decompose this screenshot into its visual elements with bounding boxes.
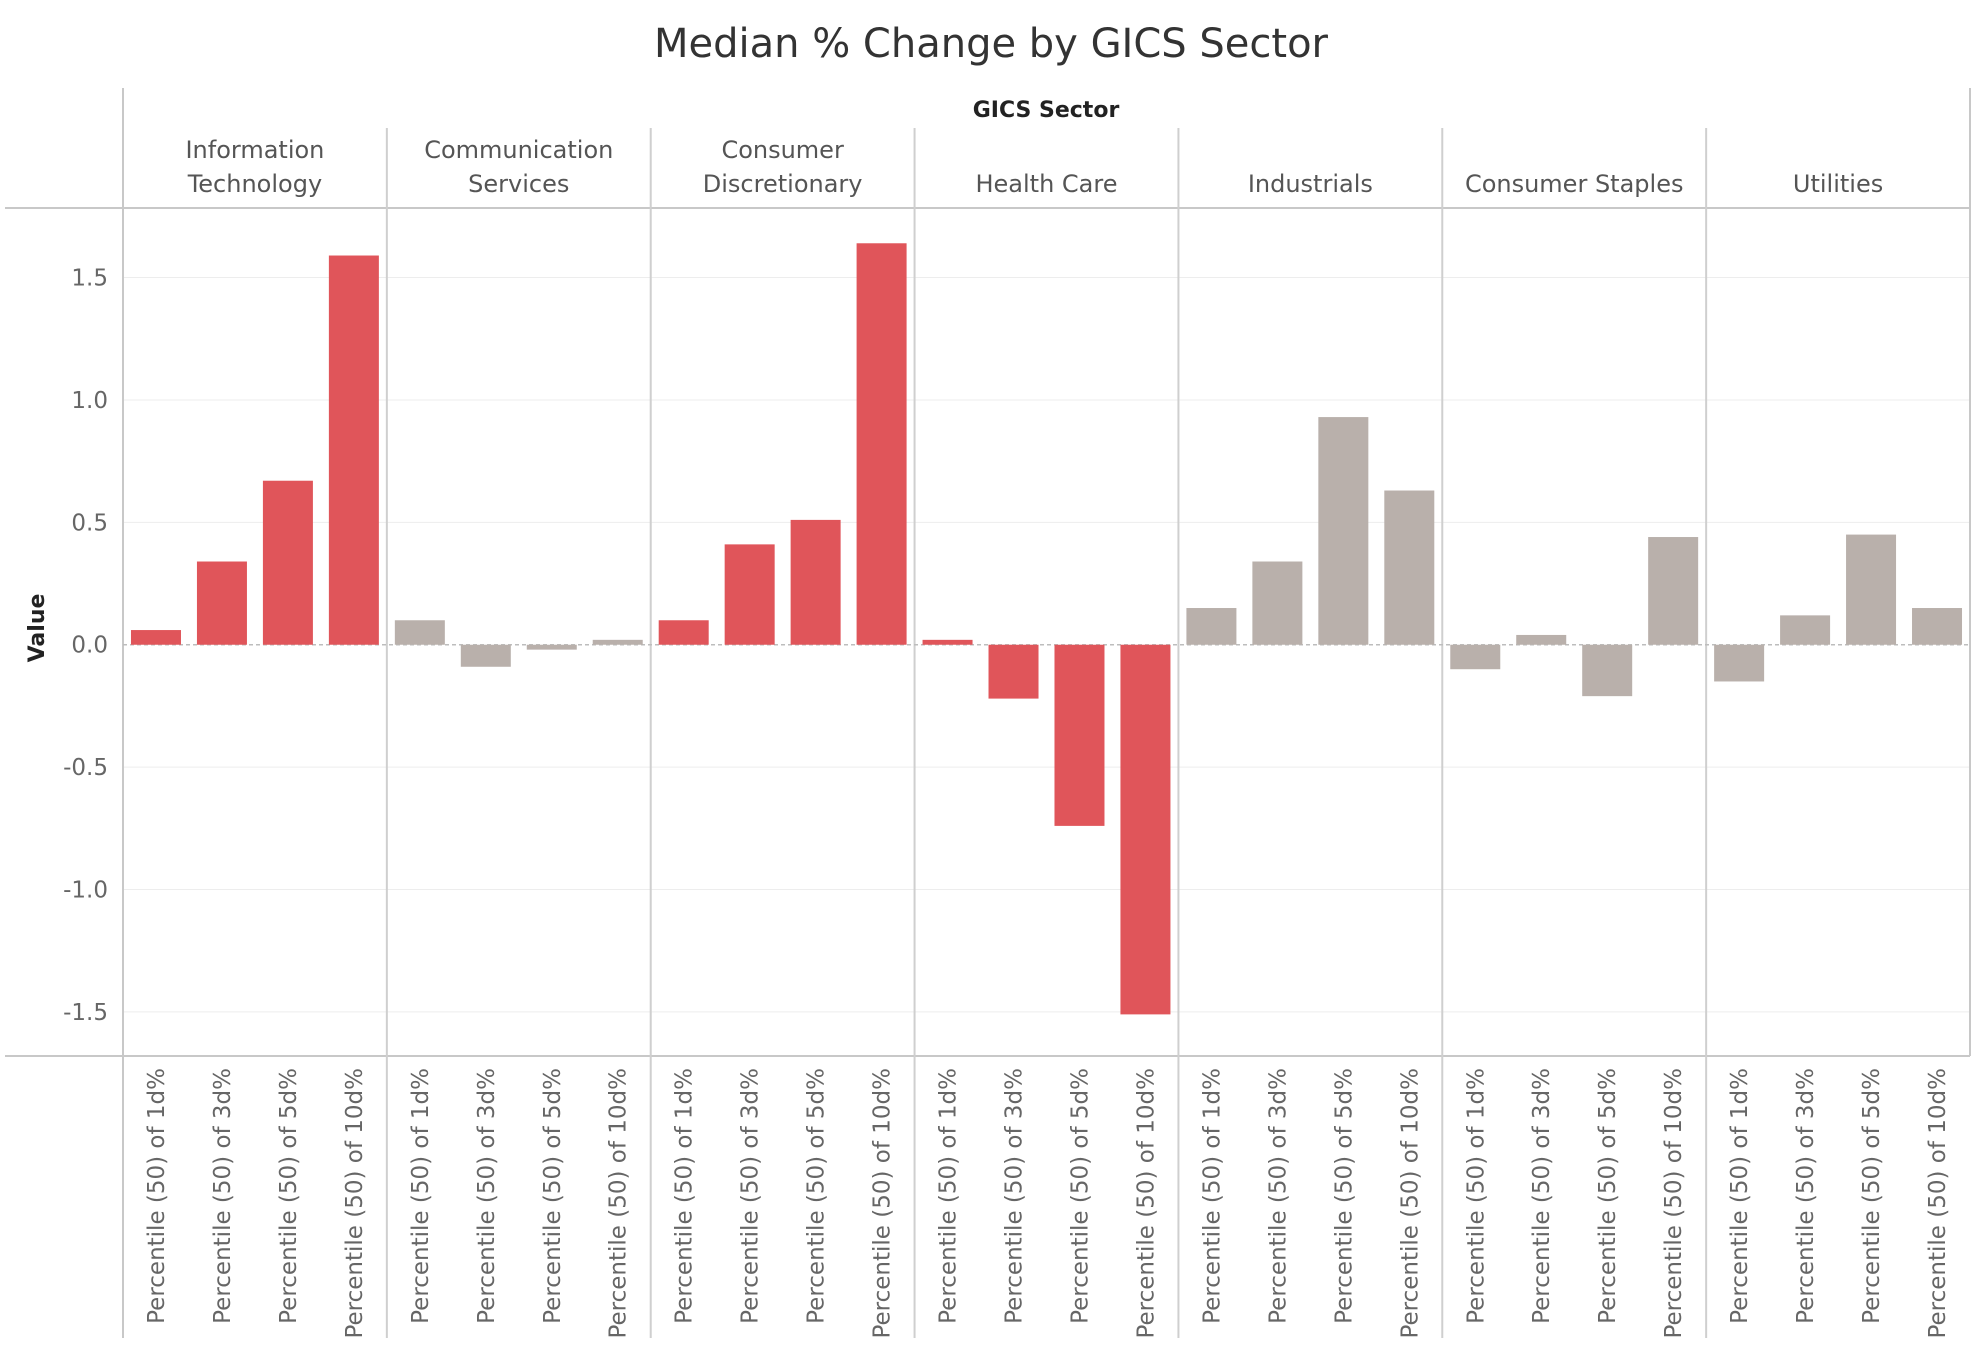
bar[interactable]: [1846, 534, 1897, 645]
category-label: Percentile (50) of 1d%: [144, 1068, 170, 1324]
category-label: Percentile (50) of 1d%: [408, 1068, 434, 1324]
sector-header-label: Technology: [187, 170, 322, 198]
bar[interactable]: [1582, 644, 1633, 697]
chart-title: Median % Change by GICS Sector: [654, 21, 1329, 67]
category-label: Percentile (50) of 1d%: [672, 1068, 698, 1324]
y-tick-label: 0.5: [71, 510, 108, 536]
category-label: Percentile (50) of 1d%: [936, 1068, 962, 1324]
category-label: Percentile (50) of 10d%: [1397, 1068, 1423, 1339]
bar[interactable]: [1186, 608, 1237, 645]
bar[interactable]: [328, 255, 379, 645]
category-label: Percentile (50) of 5d%: [1595, 1068, 1621, 1324]
category-label: Percentile (50) of 5d%: [276, 1068, 302, 1324]
y-tick-label: 0.0: [71, 633, 108, 659]
sector-header-label: Communication: [424, 136, 613, 164]
bar[interactable]: [394, 620, 445, 645]
sector-header-label: Consumer Staples: [1465, 170, 1684, 198]
y-tick-label: 1.5: [71, 266, 108, 292]
sector-header-label: Health Care: [975, 170, 1117, 198]
column-header-title: GICS Sector: [973, 98, 1120, 123]
bar[interactable]: [1516, 634, 1567, 645]
bar[interactable]: [526, 644, 577, 650]
bar[interactable]: [196, 561, 247, 645]
bar[interactable]: [922, 639, 973, 645]
bar[interactable]: [1318, 417, 1369, 645]
category-label: Percentile (50) of 3d%: [210, 1068, 236, 1324]
category-label: Percentile (50) of 10d%: [1925, 1068, 1951, 1339]
category-label: Percentile (50) of 10d%: [870, 1068, 896, 1339]
bar[interactable]: [130, 630, 181, 645]
category-label: Percentile (50) of 10d%: [606, 1068, 632, 1339]
bar[interactable]: [1714, 644, 1765, 682]
bar[interactable]: [790, 519, 841, 645]
category-label: Percentile (50) of 3d%: [738, 1068, 764, 1324]
y-tick-label: 1.0: [71, 388, 108, 414]
bar[interactable]: [988, 644, 1039, 699]
y-tick-label: -1.0: [63, 878, 108, 904]
category-label: Percentile (50) of 5d%: [1067, 1068, 1093, 1324]
category-label: Percentile (50) of 5d%: [540, 1068, 566, 1324]
bar[interactable]: [262, 480, 313, 645]
category-label: Percentile (50) of 3d%: [1793, 1068, 1819, 1324]
bar[interactable]: [1384, 490, 1435, 645]
y-tick-label: -0.5: [63, 755, 108, 781]
sector-header-label: Services: [468, 170, 569, 198]
category-label: Percentile (50) of 10d%: [1661, 1068, 1687, 1339]
category-label: Percentile (50) of 10d%: [342, 1068, 368, 1339]
bar[interactable]: [1912, 608, 1963, 645]
sector-header-label: Utilities: [1793, 170, 1883, 198]
category-label: Percentile (50) of 3d%: [1529, 1068, 1555, 1324]
category-label: Percentile (50) of 3d%: [474, 1068, 500, 1324]
bar[interactable]: [724, 544, 775, 645]
y-axis-label: Value: [25, 594, 50, 663]
category-label: Percentile (50) of 3d%: [1265, 1068, 1291, 1324]
bar[interactable]: [1780, 615, 1831, 645]
category-label: Percentile (50) of 1d%: [1199, 1068, 1225, 1324]
bar[interactable]: [1120, 644, 1171, 1015]
category-label: Percentile (50) of 5d%: [804, 1068, 830, 1324]
bar[interactable]: [856, 243, 907, 645]
sector-header-label: Consumer: [721, 136, 844, 164]
bar[interactable]: [1252, 561, 1303, 645]
bar[interactable]: [1450, 644, 1501, 670]
category-label: Percentile (50) of 5d%: [1859, 1068, 1885, 1324]
category-label: Percentile (50) of 1d%: [1463, 1068, 1489, 1324]
bar[interactable]: [460, 644, 511, 667]
sector-header-label: Discretionary: [703, 170, 863, 198]
category-label: Percentile (50) of 5d%: [1331, 1068, 1357, 1324]
bar[interactable]: [1054, 644, 1105, 826]
y-tick-label: -1.5: [63, 1000, 108, 1026]
bar[interactable]: [592, 639, 643, 645]
sector-header-label: Information: [185, 136, 324, 164]
category-label: Percentile (50) of 10d%: [1133, 1068, 1159, 1339]
category-label: Percentile (50) of 3d%: [1002, 1068, 1028, 1324]
chart-layer: 1.5 1.0 0.5 0.0 -0.5 -1.0 -1.5 Information Techn…: [5, 88, 1971, 1339]
sector-header-label: Industrials: [1248, 170, 1373, 198]
category-label: Percentile (50) of 1d%: [1727, 1068, 1753, 1324]
bar[interactable]: [658, 620, 709, 645]
bar[interactable]: [1648, 537, 1699, 645]
